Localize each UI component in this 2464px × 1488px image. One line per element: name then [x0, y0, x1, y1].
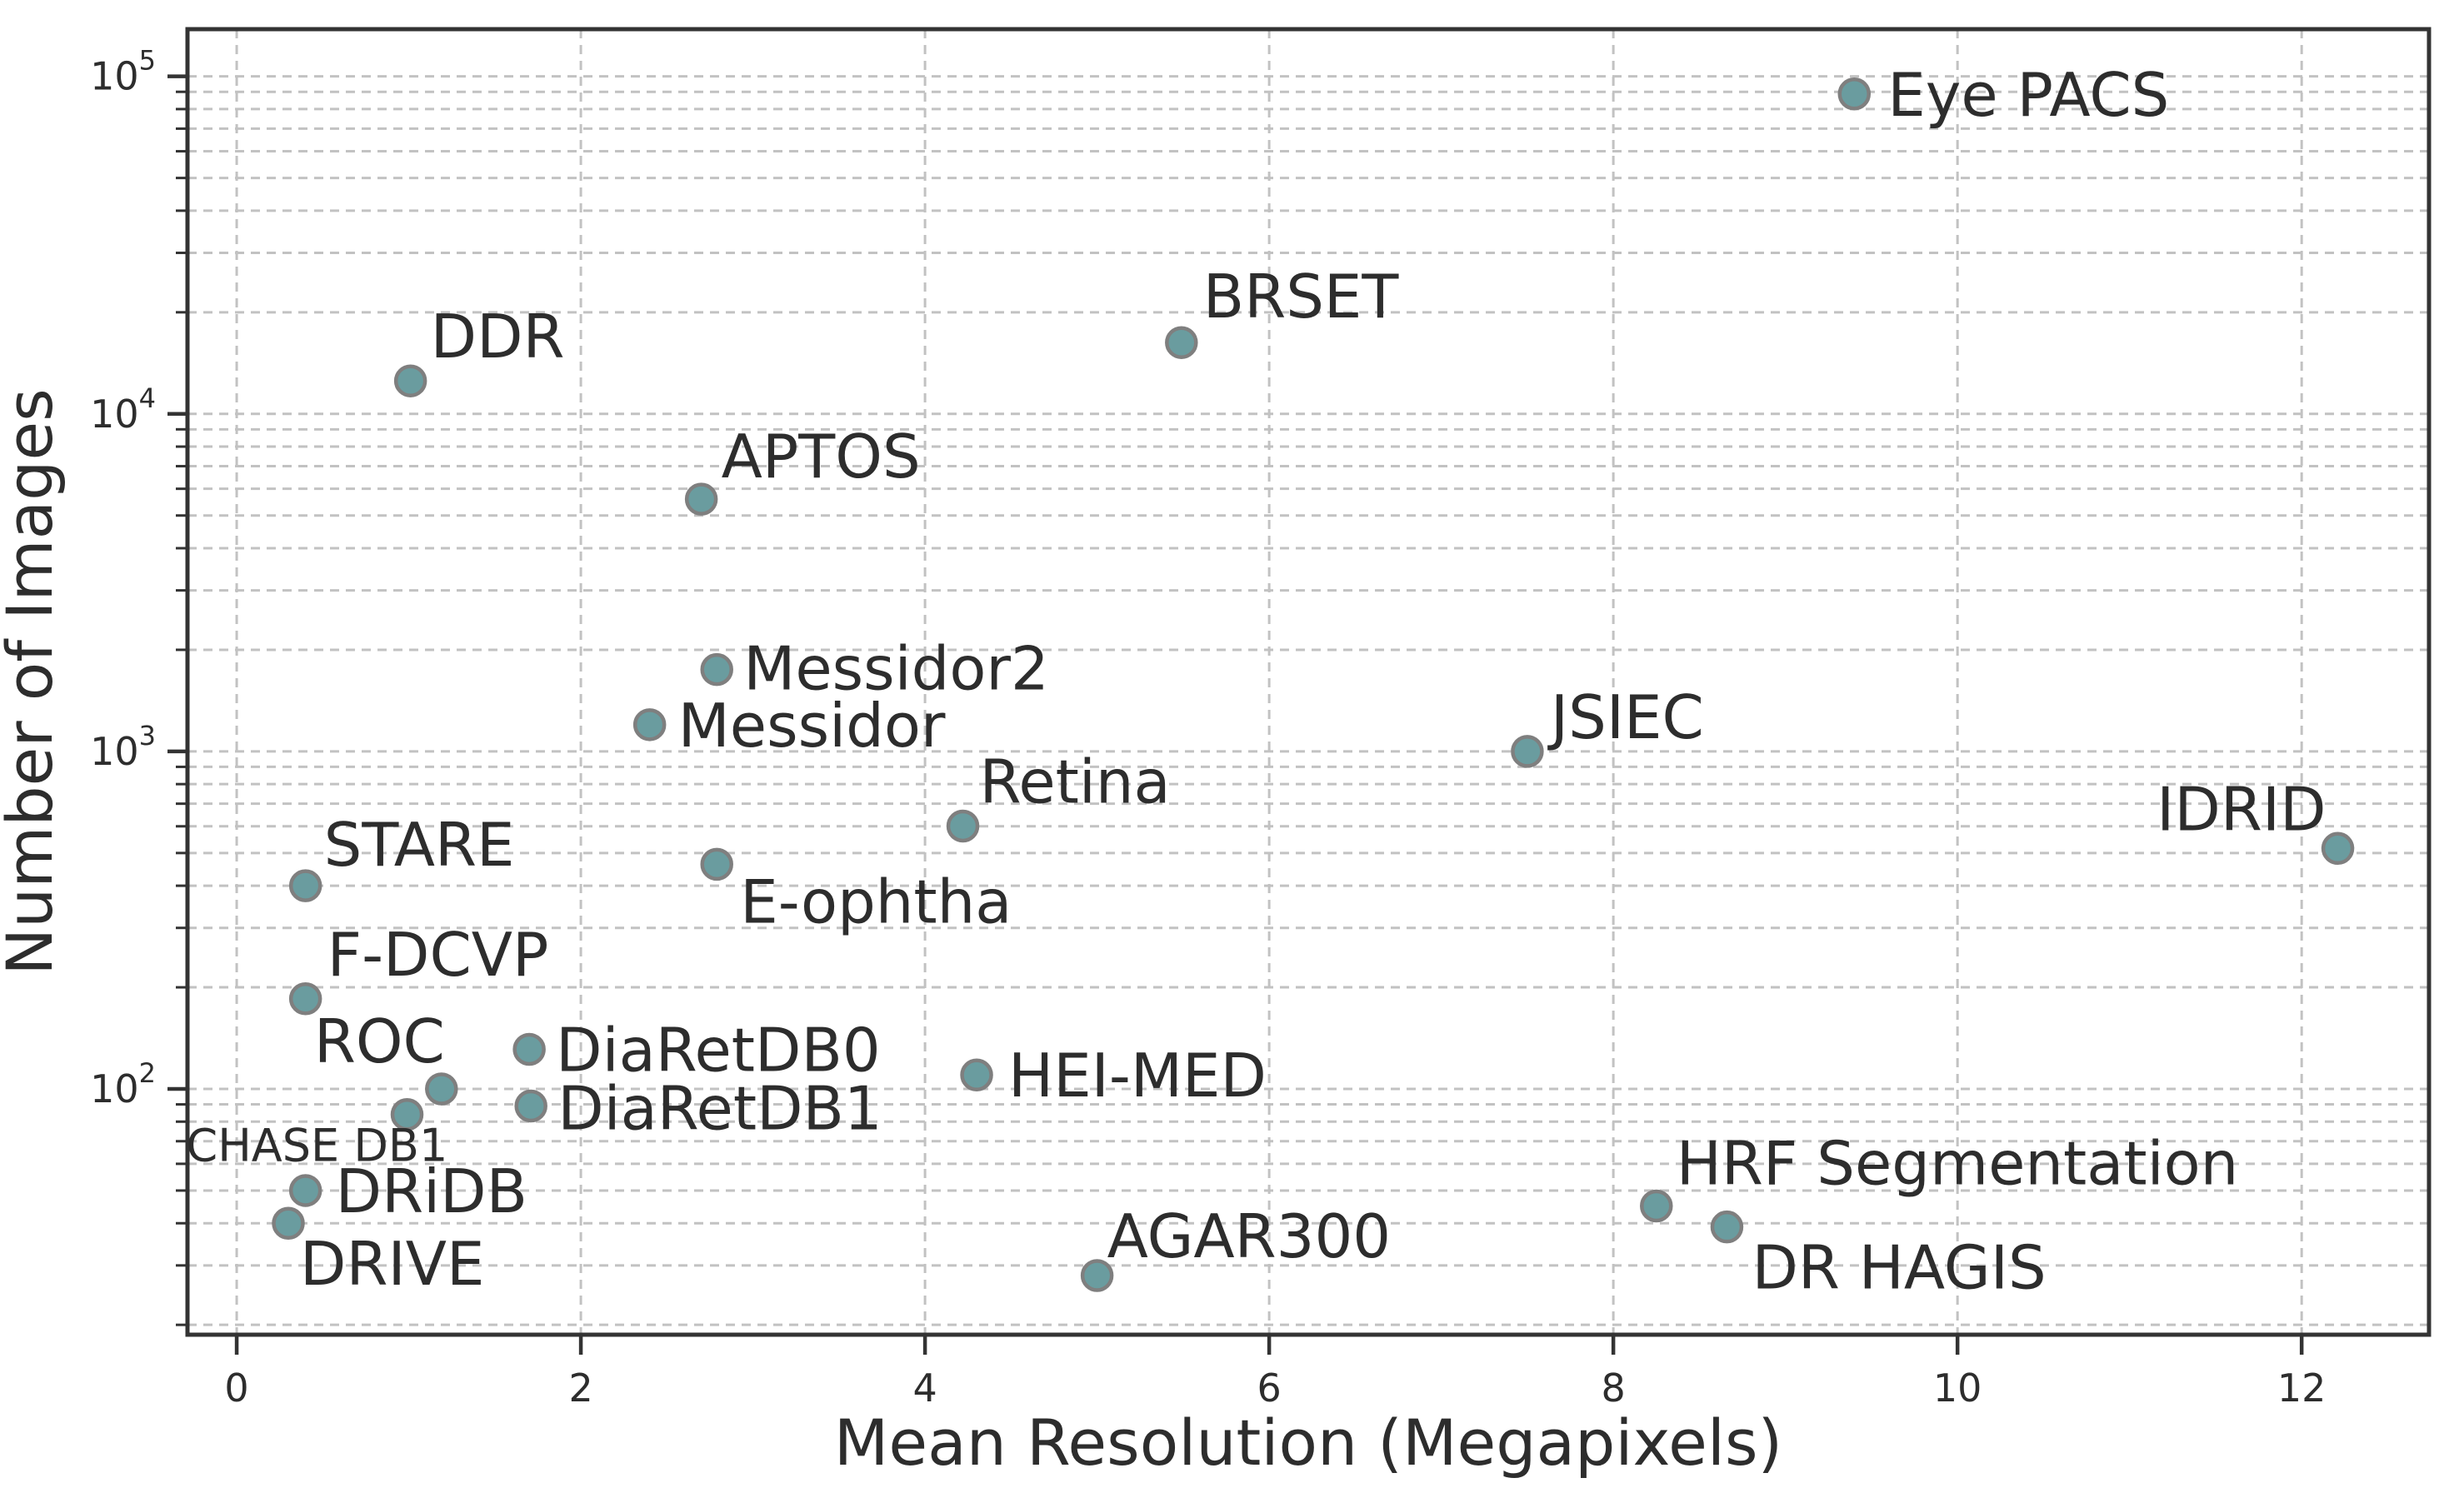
y-tick-label: 105: [90, 45, 156, 99]
point-label: ROC: [314, 1006, 445, 1076]
point-label: DDR: [431, 302, 565, 372]
point-label: DR HAGIS: [1752, 1233, 2046, 1303]
point-label: F-DCVP: [327, 920, 549, 990]
point-label: DRiDB: [336, 1156, 527, 1226]
data-point: [514, 1089, 547, 1123]
point-label: CHASE DB1: [187, 1120, 448, 1172]
data-point: [272, 1206, 305, 1240]
point-label: HRF Segmentation: [1677, 1129, 2239, 1199]
x-tick-label: 8: [1602, 1366, 1626, 1411]
x-tick-label: 12: [2277, 1366, 2327, 1411]
point-label: HEI-MED: [1008, 1041, 1267, 1111]
x-tick-label: 2: [568, 1366, 592, 1411]
data-point: [288, 869, 322, 902]
data-point: [684, 482, 718, 516]
plot-border: [185, 27, 2432, 1337]
data-point: [946, 809, 980, 843]
data-point: [288, 982, 322, 1016]
y-tick-label: 104: [90, 382, 156, 437]
data-point: [425, 1072, 458, 1106]
point-label: Messidor2: [743, 634, 1049, 704]
data-point: [1080, 1259, 1114, 1292]
point-label: DRIVE: [300, 1229, 484, 1299]
data-point: [1710, 1210, 1744, 1244]
data-point: [700, 652, 733, 687]
data-point: [2321, 831, 2355, 866]
data-point: [960, 1058, 993, 1091]
data-point: [632, 708, 667, 742]
data-point: [390, 1097, 424, 1131]
y-axis-title: Number of Images: [0, 388, 67, 975]
data-point: [512, 1032, 546, 1066]
data-point: [288, 1174, 322, 1207]
data-point: [393, 364, 427, 397]
point-label: JSIEC: [1547, 682, 1704, 752]
point-label: DiaRetDB0: [556, 1016, 881, 1086]
data-point: [700, 847, 733, 881]
x-tick-label: 0: [224, 1366, 248, 1411]
data-point: [1511, 735, 1544, 768]
x-tick-label: 4: [912, 1366, 937, 1411]
y-tick-label: 102: [90, 1057, 156, 1111]
data-point: [1640, 1189, 1673, 1223]
point-label: AGAR300: [1107, 1201, 1392, 1271]
x-axis-title: Mean Resolution (Megapixels): [834, 1406, 1782, 1480]
point-label: Retina: [980, 746, 1171, 816]
point-label: IDRID: [2157, 774, 2326, 844]
point-label: APTOS: [722, 422, 921, 492]
point-label: E-ophtha: [740, 866, 1012, 936]
data-point: [1165, 326, 1198, 359]
point-label: DiaRetDB1: [557, 1074, 882, 1144]
point-label: Messidor: [678, 691, 946, 761]
x-tick-label: 10: [1933, 1366, 1982, 1411]
x-tick-label: 6: [1257, 1366, 1281, 1411]
y-tick-label: 103: [90, 720, 156, 774]
point-label: BRSET: [1203, 262, 1400, 332]
point-label: Eye PACS: [1887, 60, 2169, 130]
data-point: [1837, 77, 1872, 111]
point-label: STARE: [324, 810, 515, 880]
